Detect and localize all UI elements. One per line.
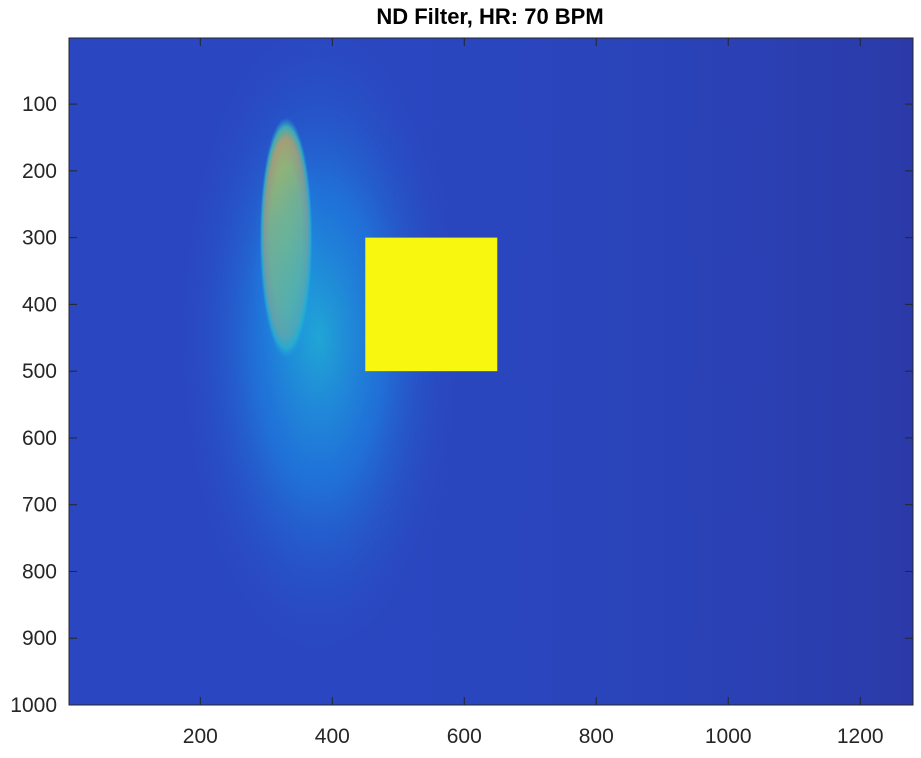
x-tick-label: 1200 [837,725,884,748]
y-tick-label: 400 [22,293,57,316]
y-tick-label: 300 [22,227,57,250]
y-axis: 100 200 300 400 500 600 700 800 900 1000 [10,93,913,717]
y-tick-label: 1000 [10,694,57,717]
y-tick-label: 200 [22,160,57,183]
x-axis: 200 400 600 800 1000 1200 [183,38,884,748]
x-tick-label: 800 [579,725,614,748]
x-tick-label: 400 [315,725,350,748]
heatmap-feature-diffuse-halo [173,38,465,672]
y-tick-label: 800 [22,560,57,583]
y-tick-label: 500 [22,360,57,383]
x-tick-label: 1000 [705,725,752,748]
heatmap-features [173,38,465,672]
x-tick-label: 200 [183,725,218,748]
y-tick-label: 100 [22,93,57,116]
y-tick-label: 900 [22,627,57,650]
yellow-rectangle [365,237,498,372]
x-tick-label: 600 [447,725,482,748]
chart-title: ND Filter, HR: 70 BPM [376,4,603,29]
y-tick-label: 600 [22,427,57,450]
y-tick-label: 700 [22,494,57,517]
plot-area [69,38,913,705]
